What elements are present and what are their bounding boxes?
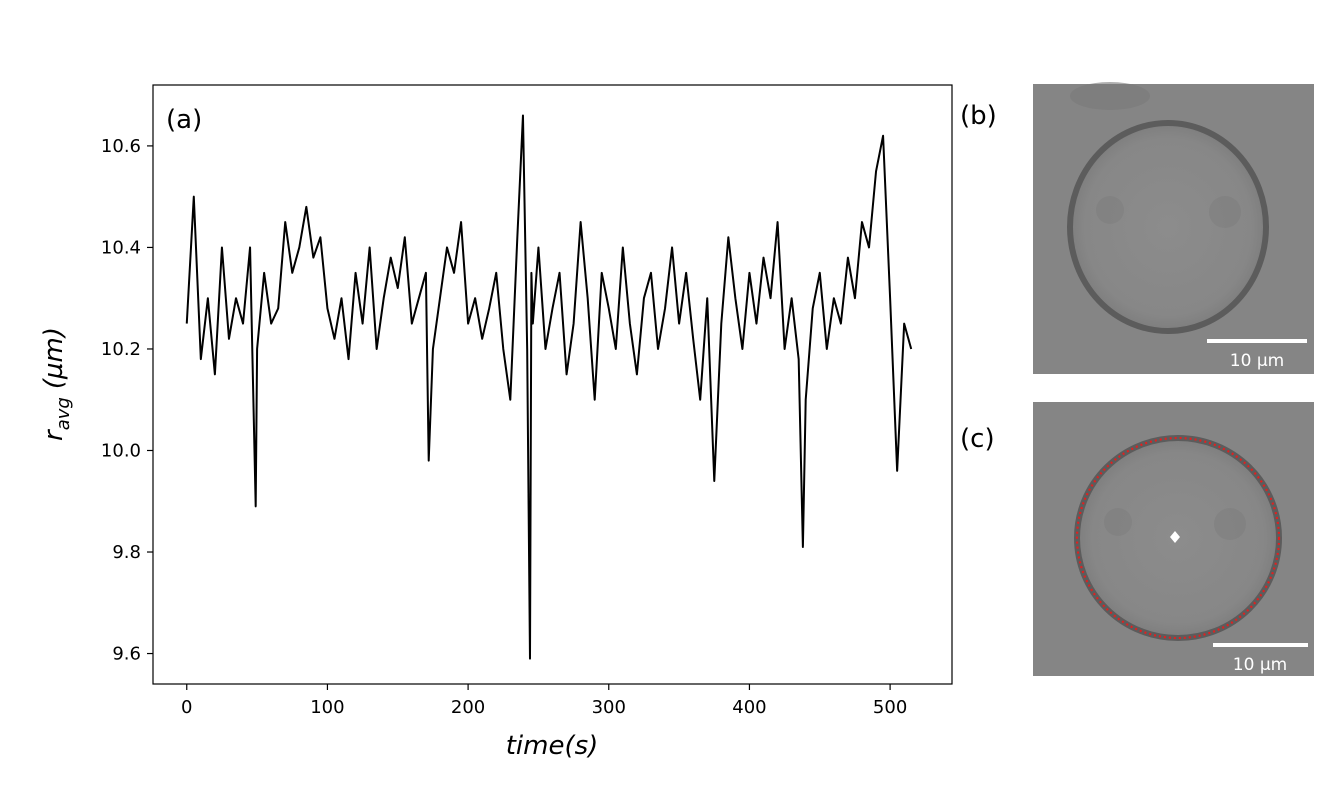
x-tick-label: 400 [732, 697, 766, 718]
y-axis-label-unit: (µm) [39, 327, 69, 389]
panel-label-c: (c) [960, 424, 995, 454]
detected-contour [1075, 436, 1281, 640]
y-tick-label: 9.6 [112, 644, 141, 665]
micrograph-panel-c: (c) 10 µm [960, 402, 1314, 676]
x-axis-label: time(s) [506, 731, 599, 761]
micrograph-panel-b: (b) 10 µm [960, 82, 1314, 374]
scale-bar-label: 10 µm [1230, 351, 1284, 371]
x-tick-label: 500 [873, 697, 907, 718]
vesicle-inclusion [1104, 508, 1132, 536]
scale-bar [1207, 339, 1307, 343]
y-tick-label: 10.6 [101, 136, 141, 157]
series-line-group [185, 114, 913, 660]
y-tick-label: 9.8 [112, 542, 141, 563]
scale-bar-label: 10 µm [1233, 655, 1287, 675]
series-line-0 [185, 114, 913, 660]
scale-bar [1213, 643, 1308, 647]
chart-panel-a: 0 100 200 300 400 500 9.69.810.010.210.410.6 … [39, 84, 953, 761]
vesicle-inclusion [1209, 196, 1241, 228]
plot-frame [152, 84, 953, 685]
y-axis-label-main: r [39, 428, 69, 441]
y-tick-label: 10.4 [101, 237, 141, 258]
y-axis-label-subscript: avg [53, 397, 74, 430]
panel-label-a: (a) [166, 105, 202, 135]
micrograph-artifact [1070, 82, 1150, 110]
y-axis: 9.6 9.8 10.0 10.2 10.4 10.6 [101, 136, 153, 665]
x-tick-label: 100 [310, 697, 344, 718]
vesicle-inclusion [1096, 196, 1124, 224]
y-axis-label: ravg (µm) [39, 327, 74, 441]
x-axis: 0 100 200 300 400 500 [181, 684, 907, 718]
panel-label-b: (b) [960, 101, 997, 131]
center-marker-icon [1170, 531, 1180, 543]
vesicle-inclusion [1214, 508, 1246, 540]
y-tick-label: 10.2 [101, 339, 141, 360]
x-tick-label: 300 [592, 697, 626, 718]
vesicle-image [1067, 120, 1269, 334]
x-tick-label: 200 [451, 697, 485, 718]
y-tick-label: 10.0 [101, 440, 141, 461]
x-tick-label: 0 [181, 697, 192, 718]
